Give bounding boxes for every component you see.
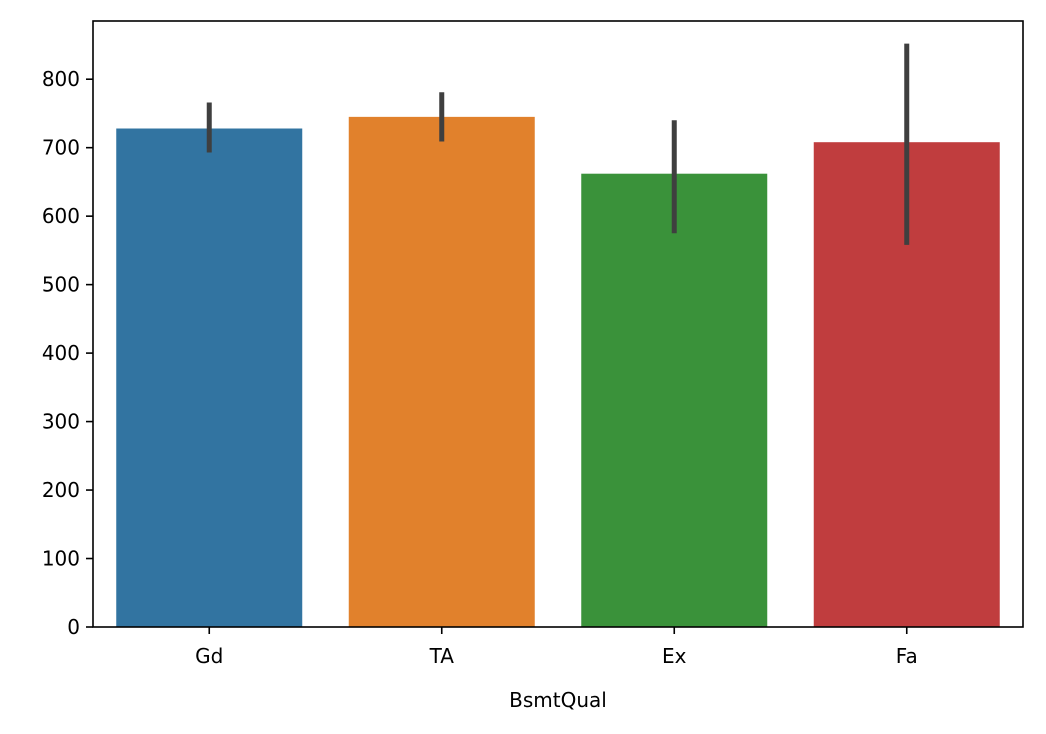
y-tick-label: 200 <box>42 478 80 502</box>
x-tick-label: Ex <box>662 644 687 668</box>
error-bars-layer <box>206 43 910 245</box>
y-tick-label: 700 <box>42 136 80 160</box>
y-tick-label: 600 <box>42 204 80 228</box>
y-tick-label: 400 <box>42 341 80 365</box>
x-tick-label: TA <box>429 644 455 668</box>
y-tick-label: 300 <box>42 410 80 434</box>
bar-ta <box>348 116 535 627</box>
x-axis-label: BsmtQual <box>509 688 607 712</box>
x-tick-label: Gd <box>195 644 223 668</box>
bar-gd <box>116 128 303 628</box>
x-tick-label: Fa <box>896 644 918 668</box>
bars-layer <box>116 116 1000 628</box>
y-tick-label: 800 <box>42 67 80 91</box>
bar-ex <box>581 173 768 627</box>
y-tick-label: 0 <box>67 615 80 639</box>
y-axis: 0 100 200 300 400 500 600 700 800 <box>42 67 93 639</box>
y-tick-label: 100 <box>42 547 80 571</box>
axes-frame <box>92 20 1024 628</box>
y-tick-label: 500 <box>42 273 80 297</box>
x-axis: Gd TA Ex Fa <box>195 627 918 668</box>
